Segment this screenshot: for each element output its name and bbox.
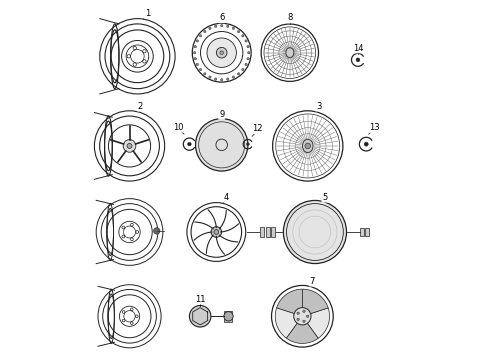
Circle shape (204, 30, 206, 33)
Text: 5: 5 (322, 193, 328, 202)
Circle shape (209, 76, 211, 78)
Circle shape (224, 312, 233, 321)
Circle shape (215, 78, 217, 80)
Circle shape (247, 45, 249, 48)
Circle shape (194, 45, 196, 48)
Bar (260, 227, 265, 237)
Circle shape (217, 48, 227, 58)
Circle shape (209, 27, 211, 30)
Polygon shape (302, 308, 329, 338)
Ellipse shape (286, 48, 294, 58)
Circle shape (194, 51, 196, 54)
Circle shape (123, 140, 136, 152)
Circle shape (127, 144, 132, 148)
Bar (360, 228, 364, 236)
Text: 13: 13 (369, 123, 379, 132)
Circle shape (303, 320, 305, 323)
Circle shape (237, 73, 240, 75)
Polygon shape (276, 289, 302, 316)
Circle shape (294, 308, 311, 325)
Circle shape (226, 78, 229, 80)
Text: 8: 8 (287, 13, 293, 22)
Circle shape (220, 24, 223, 27)
Circle shape (196, 119, 248, 171)
Circle shape (283, 201, 346, 264)
Polygon shape (275, 308, 302, 338)
Text: 9: 9 (219, 110, 224, 119)
Polygon shape (302, 289, 328, 316)
Circle shape (297, 312, 299, 314)
Bar (266, 227, 270, 237)
Text: 1: 1 (145, 9, 150, 18)
Circle shape (306, 315, 309, 318)
Circle shape (194, 58, 196, 60)
Text: 12: 12 (252, 124, 263, 133)
Circle shape (220, 78, 223, 81)
Text: 6: 6 (219, 13, 224, 22)
Text: 4: 4 (224, 193, 229, 202)
Circle shape (211, 227, 221, 237)
Circle shape (356, 58, 360, 62)
Circle shape (226, 25, 229, 27)
Circle shape (247, 58, 249, 60)
Circle shape (303, 310, 305, 312)
Bar (271, 227, 275, 237)
Ellipse shape (302, 139, 313, 153)
Text: 10: 10 (173, 123, 184, 132)
Circle shape (245, 63, 247, 66)
Circle shape (220, 51, 223, 54)
Circle shape (364, 142, 368, 146)
Text: 7: 7 (310, 276, 315, 285)
Circle shape (245, 40, 247, 42)
Circle shape (237, 30, 240, 33)
Circle shape (305, 143, 311, 149)
Circle shape (204, 73, 206, 75)
Circle shape (196, 40, 198, 42)
Text: 3: 3 (316, 102, 321, 111)
Circle shape (242, 35, 244, 37)
Circle shape (215, 25, 217, 27)
Circle shape (207, 38, 236, 67)
Circle shape (247, 51, 250, 54)
Circle shape (199, 68, 202, 71)
Bar (224, 311, 232, 321)
Circle shape (190, 306, 211, 327)
Circle shape (214, 230, 219, 234)
Circle shape (199, 35, 202, 37)
Text: 2: 2 (138, 102, 143, 111)
Circle shape (242, 68, 244, 71)
Circle shape (232, 76, 235, 78)
Polygon shape (287, 316, 318, 343)
Circle shape (246, 143, 249, 145)
Text: 11: 11 (195, 294, 205, 303)
Bar (366, 228, 369, 236)
Text: 14: 14 (353, 44, 363, 53)
Circle shape (153, 228, 160, 234)
Circle shape (196, 63, 198, 66)
Circle shape (188, 142, 191, 146)
Circle shape (232, 27, 235, 30)
Circle shape (297, 318, 299, 321)
